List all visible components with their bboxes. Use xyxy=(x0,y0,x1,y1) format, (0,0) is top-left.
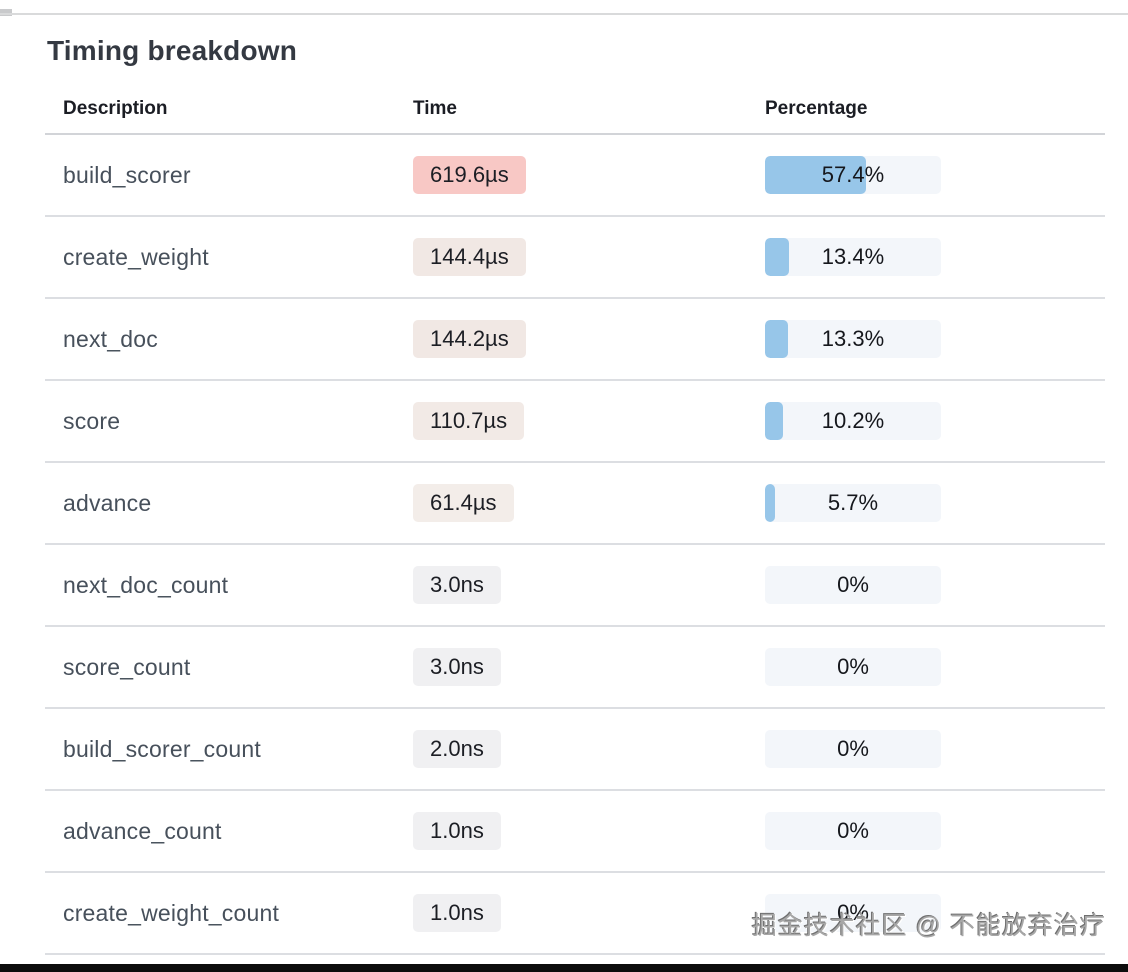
percentage-label: 0% xyxy=(837,654,869,679)
percentage-bar: 5.7% xyxy=(765,484,941,522)
row-description: advance_count xyxy=(63,817,222,844)
bottom-black-bar xyxy=(0,964,1128,972)
percentage-bar: 13.4% xyxy=(765,238,941,276)
percentage-bar: 13.3% xyxy=(765,320,941,358)
table-header-row: Description Time Percentage xyxy=(45,85,1105,135)
table-row: next_doc 144.2µs 13.3% xyxy=(45,299,1105,381)
percentage-bar: 57.4% xyxy=(765,156,941,194)
table-row: score_count 3.0ns 0% xyxy=(45,627,1105,709)
percentage-label: 0% xyxy=(837,818,869,843)
time-badge: 1.0ns xyxy=(413,894,501,932)
table-body: build_scorer 619.6µs 57.4% create_weight… xyxy=(45,135,1105,955)
percentage-label: 13.4% xyxy=(821,244,885,269)
row-description: create_weight_count xyxy=(63,899,280,926)
table-row: next_doc_count 3.0ns 0% xyxy=(45,545,1105,627)
page-title: Timing breakdown xyxy=(47,35,298,66)
row-description: build_scorer xyxy=(63,161,191,188)
table-row: build_scorer 619.6µs 57.4% xyxy=(45,135,1105,217)
time-badge: 3.0ns xyxy=(413,648,501,686)
percentage-label: 0% xyxy=(837,736,869,761)
timing-breakdown-table: Description Time Percentage build_scorer… xyxy=(45,85,1105,955)
table-row: create_weight_count 1.0ns 0% xyxy=(45,873,1105,955)
table-row: score 110.7µs 10.2% xyxy=(45,381,1105,463)
time-badge: 110.7µs xyxy=(413,402,525,440)
percentage-label: 57.4% xyxy=(821,162,885,187)
row-description: next_doc xyxy=(63,325,158,352)
row-description: build_scorer_count xyxy=(63,735,261,762)
time-badge: 1.0ns xyxy=(413,812,501,850)
time-badge: 144.4µs xyxy=(413,238,526,276)
row-description: create_weight xyxy=(63,243,209,270)
percentage-label: 10.2% xyxy=(821,408,885,433)
table-row: build_scorer_count 2.0ns 0% xyxy=(45,709,1105,791)
column-header-description: Description xyxy=(63,98,168,119)
row-description: score_count xyxy=(63,653,191,680)
table-row: advance 61.4µs 5.7% xyxy=(45,463,1105,545)
percentage-label: 13.3% xyxy=(821,326,885,351)
percentage-bar-fill xyxy=(765,484,776,522)
percentage-bar: 10.2% xyxy=(765,402,941,440)
time-badge: 2.0ns xyxy=(413,730,501,768)
row-description: score xyxy=(63,407,121,434)
row-description: next_doc_count xyxy=(63,571,229,598)
watermark-text: 掘金技术社区 @ 不能放弃治疗 xyxy=(751,912,1106,940)
percentage-bar: 0% xyxy=(765,812,941,850)
time-badge: 619.6µs xyxy=(413,156,526,194)
percentage-bar-fill xyxy=(765,156,867,194)
column-header-percentage: Percentage xyxy=(765,98,868,119)
table-row: advance_count 1.0ns 0% xyxy=(45,791,1105,873)
percentage-bar-fill xyxy=(765,402,783,440)
percentage-bar-fill xyxy=(765,320,789,358)
time-badge: 144.2µs xyxy=(413,320,526,358)
percentage-bar-fill xyxy=(765,238,789,276)
percentage-label: 0% xyxy=(837,572,869,597)
percentage-bar: 0% xyxy=(765,648,941,686)
top-divider xyxy=(0,13,1128,15)
percentage-bar: 0% xyxy=(765,730,941,768)
table-row: create_weight 144.4µs 13.4% xyxy=(45,217,1105,299)
time-badge: 3.0ns xyxy=(413,566,501,604)
row-description: advance xyxy=(63,489,152,516)
time-badge: 61.4µs xyxy=(413,484,514,522)
percentage-bar: 0% xyxy=(765,894,941,932)
top-edge-notch xyxy=(0,9,12,16)
percentage-bar: 0% xyxy=(765,566,941,604)
percentage-label: 0% xyxy=(837,900,869,925)
percentage-label: 5.7% xyxy=(827,490,879,515)
column-header-time: Time xyxy=(413,98,458,119)
